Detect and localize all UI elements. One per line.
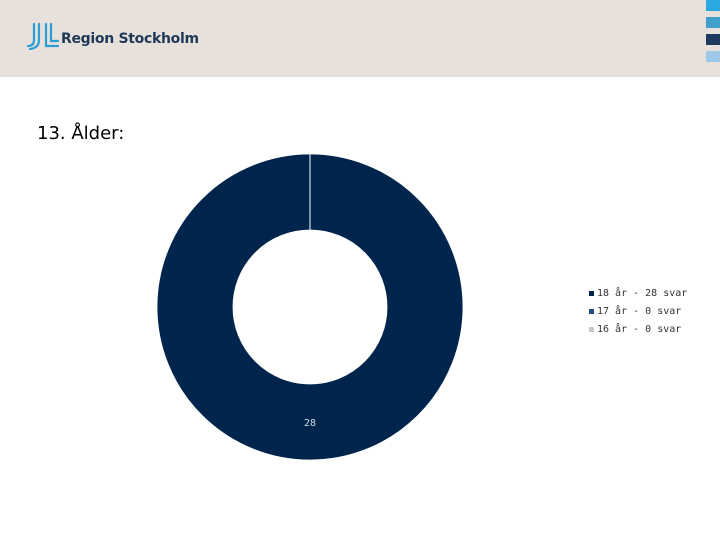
- brand-name: Region Stockholm: [61, 31, 199, 47]
- square-3: [706, 34, 720, 45]
- legend-swatch-1: [589, 290, 594, 296]
- header-bar: Region Stockholm: [0, 0, 720, 77]
- legend-label-2: 17 år - 0 svar: [597, 305, 682, 317]
- legend-swatch-3: [589, 326, 594, 332]
- legend-item-1: 18 år - 28 svar: [589, 284, 687, 302]
- legend-label-1: 18 år - 28 svar: [597, 287, 688, 299]
- legend-label-3: 16 år - 0 svar: [597, 323, 682, 335]
- donut-slice-1: [156, 153, 464, 461]
- square-1: [706, 0, 720, 11]
- square-2: [706, 17, 720, 28]
- square-4: [706, 51, 720, 62]
- data-label-1: 28: [304, 418, 316, 429]
- region-stockholm-logo-icon: [26, 22, 59, 50]
- brand-logo[interactable]: Region Stockholm: [25, 22, 199, 50]
- legend-item-3: 16 år - 0 svar: [589, 320, 687, 338]
- legend-item-2: 17 år - 0 svar: [589, 302, 687, 320]
- legend-swatch-2: [589, 308, 594, 314]
- page-title: 13. Ålder:: [37, 123, 125, 144]
- chart-legend: 18 år - 28 svar 17 år - 0 svar 16 år - 0 s…: [589, 284, 687, 338]
